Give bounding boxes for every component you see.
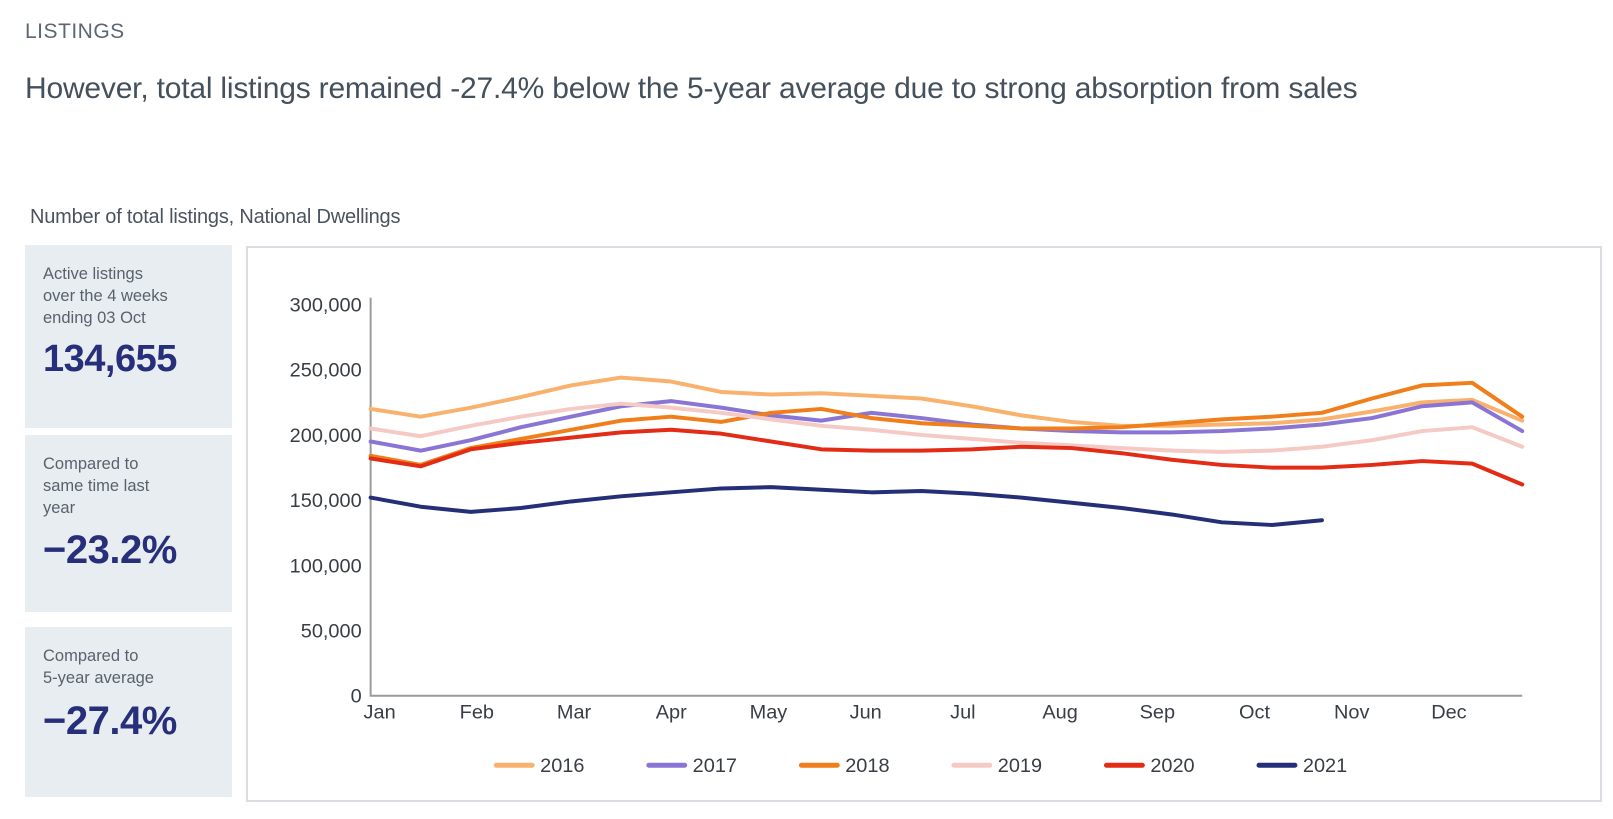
y-axis-tick-label: 200,000 — [290, 425, 362, 447]
x-axis-month-label: May — [750, 702, 788, 724]
legend-label-2016: 2016 — [540, 755, 584, 777]
y-axis-tick-label: 50,000 — [301, 621, 362, 643]
x-axis-month-label: Nov — [1334, 702, 1369, 724]
stat-label: Compared to 5-year average — [43, 647, 154, 687]
section-eyebrow: LISTINGS — [25, 20, 125, 43]
stat-value-vs-5yr-average: −27.4% — [43, 698, 177, 743]
legend-label-2021: 2021 — [1303, 755, 1347, 777]
legend-label-2020: 2020 — [1150, 755, 1194, 777]
x-axis-month-label: Jan — [364, 702, 396, 724]
series-line-2017 — [368, 399, 1525, 453]
series-line-2020 — [368, 427, 1525, 487]
stat-label: Compared to same time last year — [43, 455, 150, 517]
x-axis-month-label: Jun — [850, 702, 882, 724]
x-axis-month-label: Jul — [950, 702, 975, 724]
series-line-2019 — [368, 401, 1525, 454]
stat-box-active-listings: Active listings over the 4 weeks ending … — [25, 245, 232, 428]
stat-value-active-listings: 134,655 — [43, 338, 177, 381]
legend-label-2018: 2018 — [845, 755, 889, 777]
legend-label-2017: 2017 — [693, 755, 737, 777]
x-axis-month-label: Mar — [557, 702, 592, 724]
x-axis-month-label: Dec — [1431, 702, 1466, 724]
y-axis-tick-label: 100,000 — [290, 555, 362, 577]
page-title: However, total listings remained -27.4% … — [25, 72, 1358, 105]
y-axis-tick-label: 300,000 — [290, 295, 362, 317]
x-axis-month-label: Sep — [1140, 702, 1175, 724]
stat-box-vs-5yr-average: Compared to 5-year average −27.4% — [25, 627, 232, 797]
x-axis-month-label: Oct — [1239, 702, 1270, 724]
series-line-2018 — [368, 380, 1525, 467]
listings-line-chart: 0 50,000 100,000 150,000 200,000 250,000 300,0… — [290, 295, 1525, 777]
stat-label: Active listings over the 4 weeks ending … — [43, 265, 168, 327]
y-axis-tick-label: 150,000 — [290, 490, 362, 512]
series-line-2016 — [368, 375, 1525, 428]
chart-axes — [369, 297, 1523, 697]
x-axis-month-label: Feb — [460, 702, 494, 724]
stat-box-vs-last-year: Compared to same time last year −23.2% — [25, 435, 232, 612]
chart-panel: 0 50,000 100,000 150,000 200,000 250,000 300,0… — [246, 246, 1602, 802]
x-axis-month-label: Apr — [656, 702, 687, 724]
y-axis-tick-label: 250,000 — [290, 360, 362, 382]
y-axis-tick-label: 0 — [351, 686, 362, 708]
stat-value-vs-last-year: −23.2% — [43, 528, 177, 573]
series-line-2021 — [368, 485, 1324, 527]
legend-label-2019: 2019 — [998, 755, 1042, 777]
x-axis-month-label: Aug — [1042, 702, 1077, 724]
chart-subtitle: Number of total listings, National Dwell… — [30, 206, 401, 228]
